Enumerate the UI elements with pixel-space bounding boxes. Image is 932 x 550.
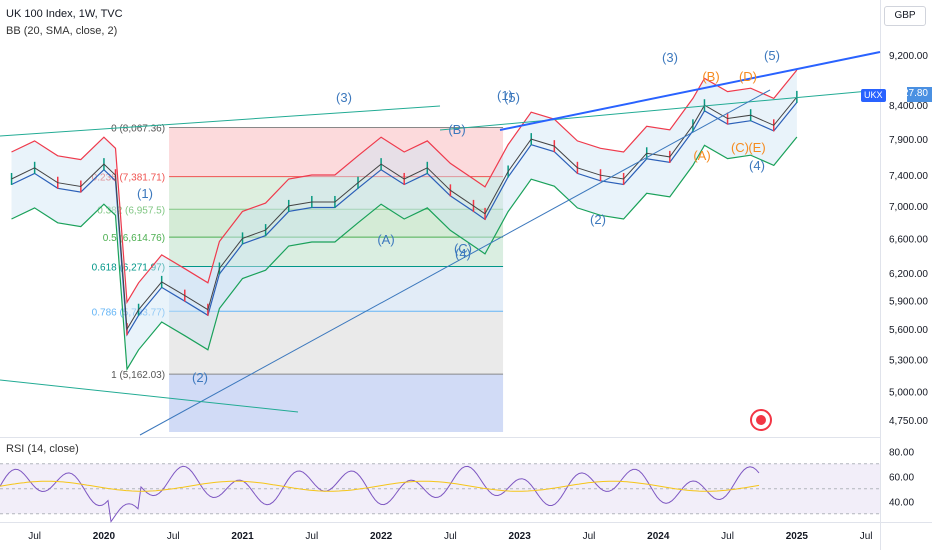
price-tick-label: 4,750.00 — [889, 416, 928, 427]
elliott-wave-label: (2) — [192, 370, 208, 385]
currency-button[interactable]: GBP — [884, 6, 926, 26]
elliott-wave-label: (3) — [662, 50, 678, 65]
fib-zone — [169, 127, 504, 177]
rsi-tick-label: 60.00 — [889, 472, 914, 483]
fib-level-label: 0.618 (6,271.97) — [92, 263, 165, 274]
elliott-wave-label: (B) — [702, 69, 719, 84]
bb-upper-line — [11, 69, 798, 305]
price-tick-label: 9,200.00 — [889, 51, 928, 62]
elliott-wave-label: (A) — [693, 148, 710, 163]
elliott-wave-label: (5) — [504, 90, 520, 105]
time-tick-label: 2023 — [509, 531, 532, 542]
elliott-wave-label: (2) — [590, 212, 606, 227]
fib-level-label: 0.786 (5,783.77) — [92, 307, 165, 318]
time-tick-label: 2020 — [93, 531, 116, 542]
elliott-wave-label: (B) — [448, 122, 465, 137]
rsi-tick-label: 80.00 — [889, 447, 914, 458]
bb-basis-line — [11, 102, 798, 337]
pane-divider — [0, 437, 880, 438]
price-tick-label: 7,000.00 — [889, 202, 928, 213]
bb-fill — [11, 70, 797, 370]
price-tick-label: 6,200.00 — [889, 269, 928, 280]
resistance-line — [499, 51, 881, 131]
rsi-ma-line — [0, 480, 760, 492]
fib-zone — [169, 311, 504, 375]
bb-legend[interactable]: BB (20, SMA, close, 2) — [6, 25, 118, 37]
fib-level-label: 0.236 (7,381.71) — [92, 173, 165, 184]
elliott-wave-label: (C) — [454, 241, 472, 256]
rsi-legend[interactable]: RSI (14, close) — [6, 443, 79, 455]
price-tick-label: 6,600.00 — [889, 234, 928, 245]
elliott-wave-label: (E) — [748, 140, 765, 155]
bb-lower-line — [11, 136, 798, 372]
price-tick-label: 8,400.00 — [889, 101, 928, 112]
price-tick-label: 5,600.00 — [889, 325, 928, 336]
symbol-price-tag: UKX — [861, 89, 886, 102]
elliott-wave-label: (1) — [497, 88, 513, 103]
price-tick-label: 5,900.00 — [889, 296, 928, 307]
time-tick-label: Jul — [860, 531, 873, 542]
elliott-wave-label: (4) — [455, 246, 471, 261]
time-tick-label: Jul — [721, 531, 734, 542]
price-tick-label: 7,900.00 — [889, 135, 928, 146]
time-tick-label: 2022 — [370, 531, 393, 542]
trend-line-channel — [439, 89, 881, 131]
last-price-tag: 8,527.80 — [889, 87, 932, 102]
price-tick-label: 7,400.00 — [889, 171, 928, 182]
fib-zone — [169, 374, 504, 432]
fib-level-label: 1 (5,162.03) — [111, 370, 165, 381]
elliott-wave-label: (5) — [764, 48, 780, 63]
time-tick-label: Jul — [583, 531, 596, 542]
time-tick-label: Jul — [444, 531, 457, 542]
price-line — [11, 96, 798, 331]
fib-level-label: 0 (8,067.36) — [111, 124, 165, 135]
elliott-wave-label: (4) — [749, 158, 765, 173]
fib-level-label: 0.382 (6,957.5) — [97, 205, 165, 216]
price-tick-label: 5,000.00 — [889, 388, 928, 399]
time-tick-label: 2025 — [786, 531, 809, 542]
price-tick-label: 5,300.00 — [889, 356, 928, 367]
symbol-legend[interactable]: UK 100 Index, 1W, TVC — [6, 8, 123, 20]
time-tick-label: Jul — [305, 531, 318, 542]
elliott-wave-label: (1) — [137, 186, 153, 201]
last-price-label: 8,527.80 — [889, 88, 928, 99]
support-line — [139, 89, 771, 436]
elliott-wave-label: (D) — [739, 69, 757, 84]
rsi-line — [0, 465, 760, 523]
elliott-wave-label: (C) — [731, 140, 749, 155]
time-axis-divider — [0, 522, 932, 523]
fib-zone — [169, 209, 504, 238]
rsi-tick-label: 40.00 — [889, 497, 914, 508]
trend-line-upper — [0, 105, 441, 137]
trend-line-lower — [0, 379, 299, 413]
fib-level-label: 0.5 (6,614.76) — [103, 233, 165, 244]
time-tick-label: Jul — [167, 531, 180, 542]
time-tick-label: 2021 — [231, 531, 254, 542]
time-tick-label: 2024 — [647, 531, 670, 542]
elliott-wave-label: (A) — [377, 232, 394, 247]
elliott-wave-label: (3) — [336, 90, 352, 105]
flag-icon[interactable] — [750, 409, 772, 431]
fib-zone — [169, 266, 504, 312]
price-axis-divider — [880, 0, 881, 550]
time-tick-label: Jul — [28, 531, 41, 542]
